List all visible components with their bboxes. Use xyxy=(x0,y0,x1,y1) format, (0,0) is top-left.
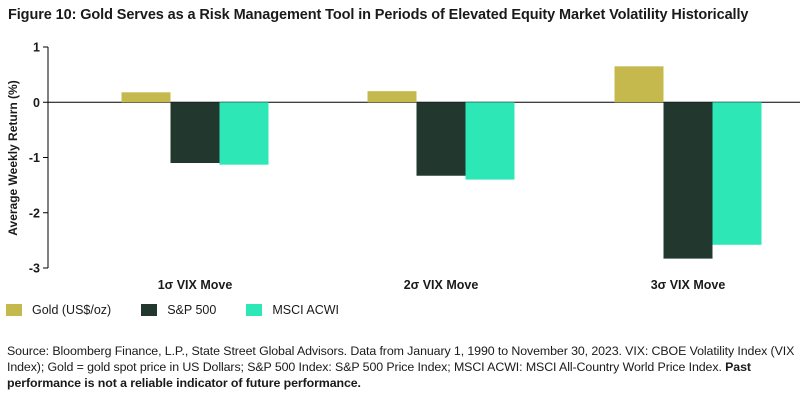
legend-label-msci: MSCI ACWI xyxy=(272,303,339,317)
legend-swatch-sp500 xyxy=(141,304,158,316)
y-tick-label: -1 xyxy=(29,151,40,165)
source-text: Source: Bloomberg Finance, L.P., State S… xyxy=(7,344,795,374)
legend-item-msci: MSCI ACWI xyxy=(246,303,339,317)
legend-item-gold: Gold (US$/oz) xyxy=(6,303,111,317)
chart-title: Figure 10: Gold Serves as a Risk Managem… xyxy=(8,7,749,23)
y-tick-label: -3 xyxy=(29,262,40,276)
bar xyxy=(367,91,417,103)
x-tick-label: 2σ VIX Move xyxy=(404,278,479,292)
y-axis-label: Average Weekly Return (%) xyxy=(6,80,20,235)
bar-chart: 1 0 -1 -2 -3 1σ VIX Move 2σ VIX Move 3σ VIX Mov… xyxy=(6,41,800,293)
y-tick-label: 0 xyxy=(33,96,40,110)
bar xyxy=(465,102,515,180)
legend-label-gold: Gold (US$/oz) xyxy=(32,303,112,317)
bar xyxy=(712,102,762,245)
bar xyxy=(416,102,466,176)
chart-bars xyxy=(121,66,762,259)
bar xyxy=(170,102,220,164)
legend-swatch-gold xyxy=(6,304,22,316)
legend-label-sp500: S&P 500 xyxy=(167,303,217,317)
disclaimer: Past performance is not a reliable indic… xyxy=(7,360,751,390)
y-tick-label: -2 xyxy=(29,206,40,220)
y-tick-label: 1 xyxy=(33,41,40,55)
bar xyxy=(219,102,269,165)
legend-item-sp500: S&P 500 xyxy=(141,303,216,317)
legend-swatch-msci xyxy=(246,304,263,316)
x-tick-label: 1σ VIX Move xyxy=(158,278,233,292)
x-tick-label: 3σ VIX Move xyxy=(651,278,726,292)
chart-legend: Gold (US$/oz) S&P 500 MSCI ACWI xyxy=(6,303,369,317)
bar xyxy=(614,66,664,103)
bar xyxy=(121,92,171,103)
source-note: Source: Bloomberg Finance, L.P., State S… xyxy=(7,343,797,391)
chart-ticks: 1 0 -1 -2 -3 1σ VIX Move 2σ VIX Move 3σ VIX Mov… xyxy=(29,41,725,293)
bar xyxy=(663,102,713,259)
